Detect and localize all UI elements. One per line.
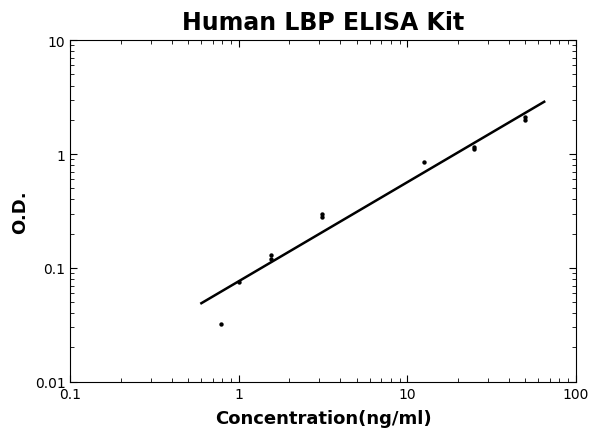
Point bbox=[520, 115, 530, 122]
Point bbox=[216, 321, 226, 328]
X-axis label: Concentration(ng/ml): Concentration(ng/ml) bbox=[215, 409, 431, 427]
Point bbox=[317, 211, 327, 218]
Point bbox=[317, 214, 327, 221]
Point bbox=[234, 279, 244, 286]
Point bbox=[266, 252, 276, 259]
Point bbox=[469, 144, 479, 151]
Point bbox=[520, 117, 530, 124]
Y-axis label: O.D.: O.D. bbox=[11, 190, 29, 233]
Point bbox=[469, 146, 479, 153]
Title: Human LBP ELISA Kit: Human LBP ELISA Kit bbox=[182, 11, 464, 35]
Point bbox=[419, 159, 428, 166]
Point bbox=[266, 256, 276, 263]
